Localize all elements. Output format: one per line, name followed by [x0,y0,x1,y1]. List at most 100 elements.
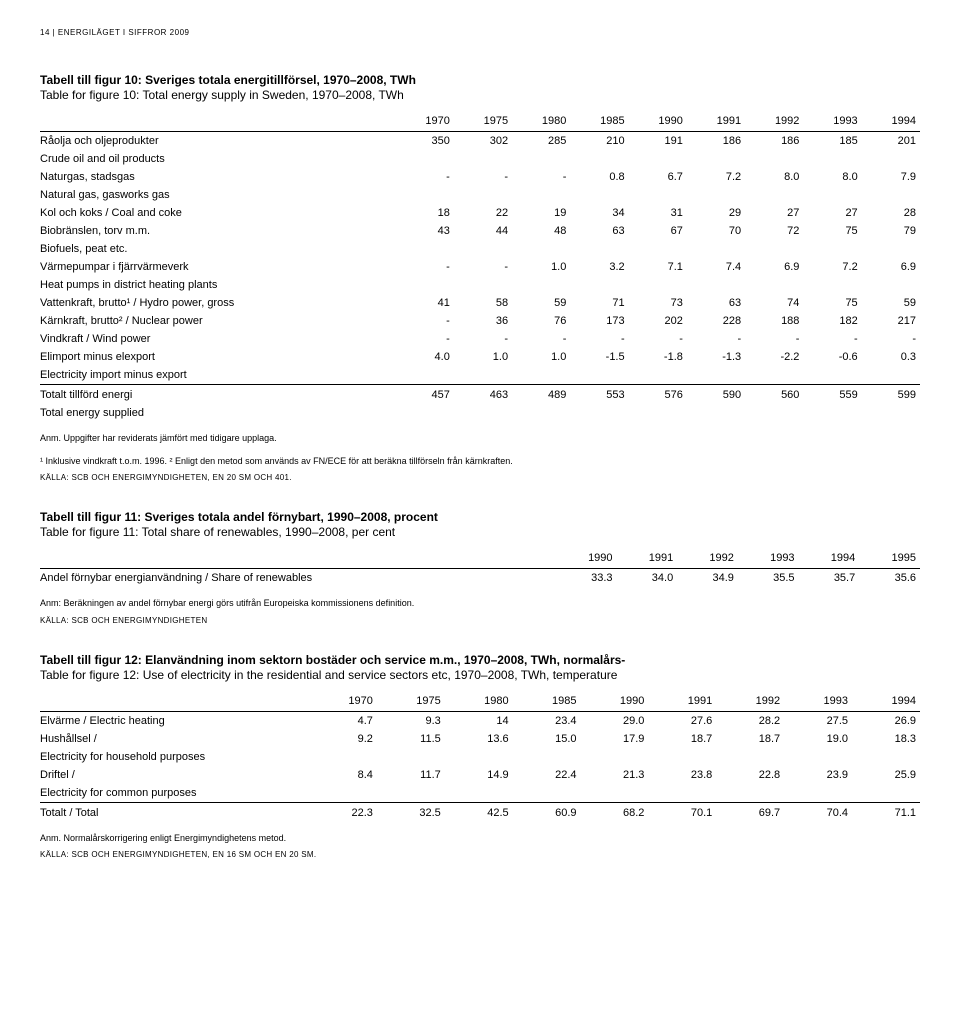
cell: - [396,258,454,276]
table11-note: Anm: Beräkningen av andel förnybar energ… [40,597,920,610]
cell: 70.1 [648,802,716,822]
table10-title-sv: Tabell till figur 10: Sveriges totala en… [40,73,920,87]
row-sublabel: Biofuels, peat etc. [40,240,920,258]
cell: 7.2 [687,168,745,186]
cell: 22.8 [716,766,784,784]
cell: 27.5 [784,711,852,730]
cell: 67 [629,222,687,240]
year-header: 1993 [803,112,861,132]
cell: 28 [862,204,920,222]
cell: 41 [396,294,454,312]
year-header: 1970 [396,112,454,132]
cell: 4.0 [396,348,454,366]
row-label: Kärnkraft, brutto² / Nuclear power [40,312,396,330]
cell: - [512,168,570,186]
cell: 22.4 [513,766,581,784]
cell: 285 [512,132,570,151]
cell: 33.3 [556,569,617,588]
year-header: 1991 [617,549,678,569]
table12-title-sv: Tabell till figur 12: Elanvändning inom … [40,653,920,667]
row-label: Kol och koks / Coal and coke [40,204,396,222]
cell: 463 [454,385,512,405]
year-header: 1990 [581,692,649,712]
row-sublabel: Electricity for household purposes [40,748,920,766]
cell: 75 [803,294,861,312]
cell: 6.9 [862,258,920,276]
cell: - [396,330,454,348]
cell: 489 [512,385,570,405]
cell: 599 [862,385,920,405]
cell: - [396,312,454,330]
cell: 59 [862,294,920,312]
cell: 202 [629,312,687,330]
cell: - [454,330,512,348]
cell: 28.2 [716,711,784,730]
table12-title-en: Table for figure 12: Use of electricity … [40,668,920,682]
year-header: 1991 [687,112,745,132]
year-header: 1994 [799,549,860,569]
table10: 197019751980198519901991199219931994 Råo… [40,112,920,422]
cell: 6.7 [629,168,687,186]
cell: - [396,168,454,186]
row-sublabel: Electricity import minus export [40,366,920,385]
row-label: Driftel / [40,766,309,784]
cell: 11.7 [377,766,445,784]
cell: -1.5 [570,348,628,366]
cell: 1.0 [454,348,512,366]
cell: 35.5 [738,569,799,588]
row-label: Totalt tillförd energi [40,385,396,405]
row-sublabel: Crude oil and oil products [40,150,920,168]
table10-source: KÄLLA: SCB OCH ENERGIMYNDIGHETEN, EN 20 … [40,473,920,482]
year-header: 1991 [648,692,716,712]
cell: 9.3 [377,711,445,730]
year-header: 1992 [716,692,784,712]
cell: 3.2 [570,258,628,276]
cell: - [454,258,512,276]
cell: 17.9 [581,730,649,748]
cell: 74 [745,294,803,312]
cell: 58 [454,294,512,312]
cell: 560 [745,385,803,405]
cell: 590 [687,385,745,405]
cell: 34 [570,204,628,222]
row-sublabel: Electricity for common purposes [40,784,920,803]
cell: 185 [803,132,861,151]
cell: 217 [862,312,920,330]
cell: 18.7 [716,730,784,748]
cell: 76 [512,312,570,330]
cell: 4.7 [309,711,377,730]
row-label: Vattenkraft, brutto¹ / Hydro power, gros… [40,294,396,312]
row-label: Elvärme / Electric heating [40,711,309,730]
cell: 0.8 [570,168,628,186]
cell: 228 [687,312,745,330]
cell: - [570,330,628,348]
year-header: 1993 [784,692,852,712]
cell: 42.5 [445,802,513,822]
cell: 70.4 [784,802,852,822]
cell: 63 [687,294,745,312]
row-label: Andel förnybar energianvändning / Share … [40,569,556,588]
year-header: 1990 [556,549,617,569]
cell: 44 [454,222,512,240]
year-header: 1980 [445,692,513,712]
cell: 210 [570,132,628,151]
table10-note1: Anm. Uppgifter har reviderats jämfört me… [40,432,920,445]
row-label: Naturgas, stadsgas [40,168,396,186]
cell: 188 [745,312,803,330]
row-label: Totalt / Total [40,802,309,822]
table12-source: KÄLLA: SCB OCH ENERGIMYNDIGHETEN, EN 16 … [40,850,920,859]
cell: 182 [803,312,861,330]
cell: 31 [629,204,687,222]
cell: 23.4 [513,711,581,730]
cell: 19 [512,204,570,222]
cell: 14.9 [445,766,513,784]
cell: 21.3 [581,766,649,784]
cell: 6.9 [745,258,803,276]
cell: 34.9 [677,569,738,588]
cell: 1.0 [512,348,570,366]
cell: 576 [629,385,687,405]
cell: - [803,330,861,348]
row-sublabel: Natural gas, gasworks gas [40,186,920,204]
row-label: Vindkraft / Wind power [40,330,396,348]
cell: - [512,330,570,348]
